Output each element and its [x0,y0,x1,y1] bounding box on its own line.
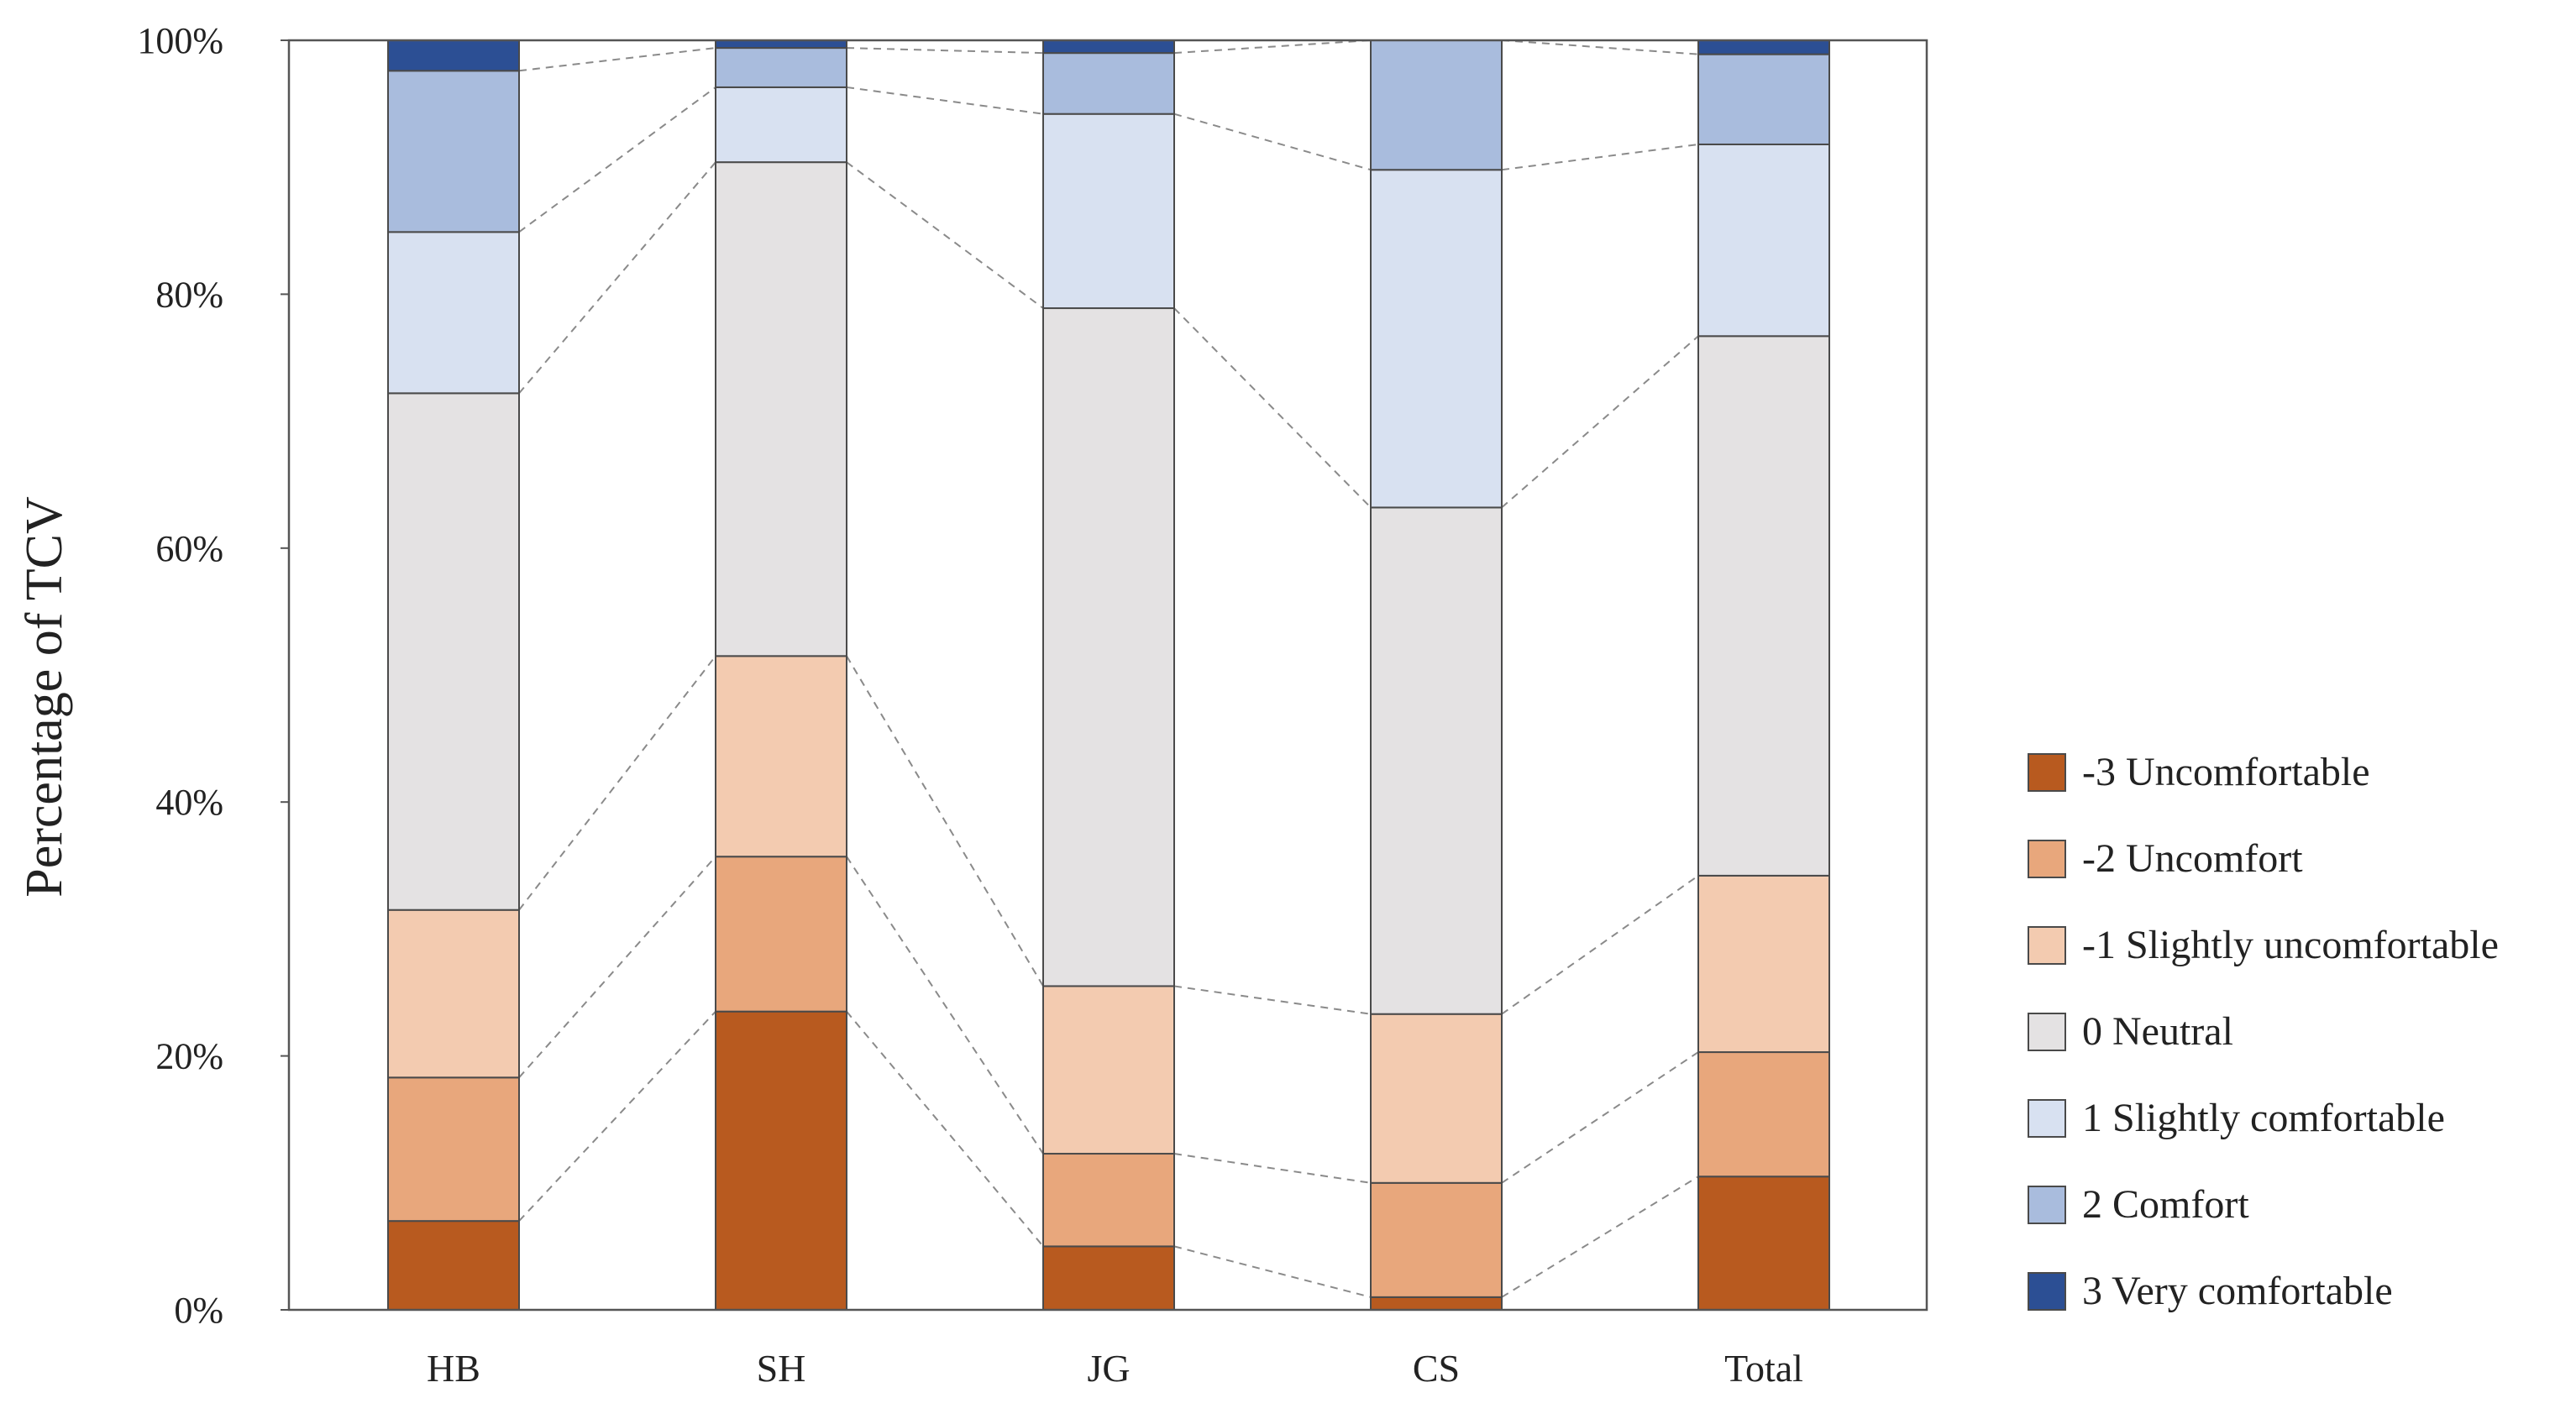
bar-segment [1042,52,1175,115]
legend-item: -2 Uncomfort [2028,836,2303,881]
bar-segment [387,1076,520,1223]
legend-swatch [2028,753,2066,792]
connector-line [518,86,716,233]
legend-item: -3 Uncomfortable [2028,750,2370,794]
legend-swatch [2028,926,2066,965]
legend-swatch [2028,1013,2066,1051]
legend-item: 3 Very comfortable [2028,1269,2393,1313]
legend-swatch [2028,1099,2066,1138]
connector-line [1173,307,1372,509]
bar-segment [1370,169,1503,509]
connector-line [518,655,716,911]
bar-segment [715,655,847,858]
connector-line [518,161,716,394]
plot-frame [287,39,1928,1312]
bar-segment [1042,985,1175,1155]
legend-item: 0 Neutral [2028,1009,2233,1054]
connector-line [1173,113,1372,171]
y-axis-label: Percentage of TCV [16,496,73,898]
connector-line [846,86,1044,115]
connector-line [1173,1245,1372,1298]
legend-label: 0 Neutral [2082,1009,2233,1054]
bar-segment [1697,53,1830,145]
connector-line [1501,1051,1699,1184]
y-tick-label: 40% [155,782,223,823]
connector-line [518,47,716,72]
connector-line [1501,143,1699,171]
connector-line [846,161,1044,309]
legend-label: -2 Uncomfort [2082,836,2303,881]
x-axis-ticks: HB SH JG CS Total [427,1347,1803,1390]
x-tick-label: SH [757,1347,806,1390]
bar-segment [387,1220,520,1312]
connector-line [518,856,716,1078]
connector-line [1501,875,1699,1015]
legend-swatch [2028,1272,2066,1311]
y-tick-label: 80% [155,274,223,315]
bar-segment [1042,307,1175,987]
legend-swatch [2028,1186,2066,1224]
bar-segment [1042,1245,1175,1312]
bar-segment [1697,335,1830,877]
bar-segment [715,856,847,1013]
bar-segment [387,70,520,233]
bar-segment [1042,1153,1175,1248]
bars [387,39,1830,1312]
bar-segment [1370,1013,1503,1184]
legend-label: 3 Very comfortable [2082,1269,2393,1313]
connector-line [846,47,1044,55]
bar-segment [1697,1176,1830,1311]
legend-label: -3 Uncomfortable [2082,750,2370,794]
connector-line [846,856,1044,1155]
bar-segment [1697,143,1830,338]
bar-segment [1697,1051,1830,1178]
bar-segment [715,161,847,657]
x-tick-label: CS [1413,1347,1460,1390]
legend-item: 1 Slightly comfortable [2028,1096,2445,1140]
bar-segment [715,1010,847,1312]
legend-item: -1 Slightly uncomfortable [2028,923,2499,967]
y-tick-label: 0% [174,1290,223,1331]
connector-line [518,1010,716,1222]
bar-segment [715,39,847,50]
bar-segment [387,231,520,395]
bar-segment [387,39,520,72]
bar-segment [1370,506,1503,1015]
bar-segment [1697,39,1830,55]
connector-line [1173,1153,1372,1184]
legend-item: 2 Comfort [2028,1182,2249,1227]
bar-segment [1042,113,1175,310]
legend-label: 1 Slightly comfortable [2082,1096,2445,1140]
bar-segment [387,908,520,1079]
bar-segment [715,86,847,164]
connector-line [1501,39,1699,55]
connector-line [846,655,1044,987]
connector-line [1173,39,1372,55]
legend-label: 2 Comfort [2082,1182,2249,1227]
bar-segment [1697,874,1830,1054]
connector-line [1501,1176,1699,1298]
y-tick-label: 100% [137,20,223,61]
legend: -3 Uncomfortable -2 Uncomfort -1 Slightly … [2028,750,2499,1313]
legend-swatch [2028,840,2066,878]
bar-segment [1370,39,1503,171]
legend-label: -1 Slightly uncomfortable [2082,923,2499,967]
bar-segment [1370,1181,1503,1298]
y-tick-label: 20% [155,1036,223,1077]
x-tick-label: JG [1087,1347,1130,1390]
bar-segment [1042,39,1175,55]
connector-line [846,1011,1044,1248]
bar-segment [1370,1296,1503,1312]
bar-segment [715,47,847,88]
y-axis-ticks: 0% 20% 40% 60% 80% 100% [137,20,289,1331]
connector-line [1173,985,1372,1015]
x-tick-label: Total [1724,1347,1803,1390]
connector-lines [518,39,1699,1298]
bar-segment [387,392,520,911]
x-tick-label: HB [427,1347,480,1390]
connector-line [1501,335,1699,509]
y-tick-label: 60% [155,528,223,569]
